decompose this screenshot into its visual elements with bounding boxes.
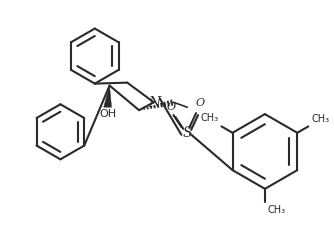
Text: O: O xyxy=(195,98,205,108)
Text: CH₃: CH₃ xyxy=(268,204,286,215)
Text: O: O xyxy=(167,102,176,112)
Text: CH₃: CH₃ xyxy=(200,114,218,123)
Text: N: N xyxy=(149,96,161,110)
Text: OH: OH xyxy=(99,109,116,119)
Text: CH₃: CH₃ xyxy=(311,114,329,124)
Polygon shape xyxy=(104,86,112,107)
Text: S: S xyxy=(182,126,192,140)
